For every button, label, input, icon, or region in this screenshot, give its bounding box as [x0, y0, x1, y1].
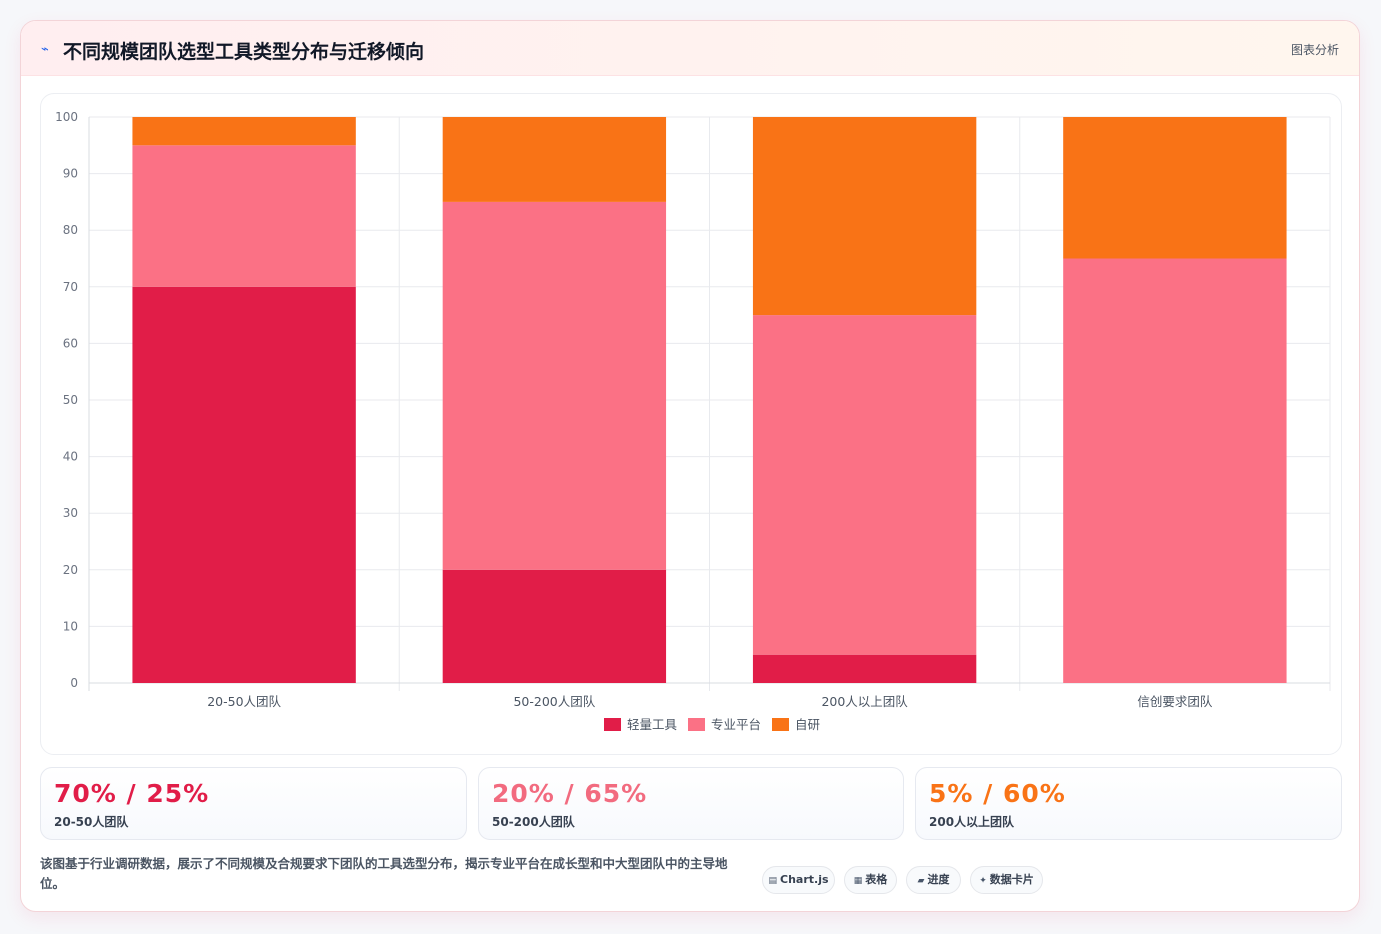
- kpi-card-3: 5% / 60% 200人以上团队: [915, 767, 1342, 840]
- x-tick-label: 信创要求团队: [1137, 694, 1213, 709]
- progress-icon: ▰: [917, 876, 925, 886]
- bar-segment: [1063, 117, 1287, 259]
- bar-segment: [1063, 258, 1287, 683]
- chip-progress[interactable]: ▰ 进度: [906, 866, 961, 894]
- y-tick-label: 20: [63, 563, 78, 577]
- chip-label: 表格: [865, 873, 888, 886]
- y-tick-label: 80: [63, 223, 78, 237]
- chip-table[interactable]: ▦ 表格: [844, 866, 897, 894]
- y-tick-label: 100: [55, 110, 78, 124]
- bar-segment: [442, 117, 667, 202]
- bar-segment: [752, 117, 977, 316]
- y-tick-label: 70: [63, 280, 78, 294]
- bar-segment: [442, 569, 667, 683]
- kpi-card-2: 20% / 65% 50-200人团队: [478, 767, 904, 840]
- legend-swatch: [772, 718, 789, 731]
- chip-label: 数据卡片: [989, 873, 1034, 886]
- chip-data-card[interactable]: ✦ 数据卡片: [970, 866, 1043, 894]
- y-tick-label: 60: [63, 336, 78, 350]
- legend-swatch: [604, 718, 621, 731]
- chip-label: Chart.js: [780, 873, 829, 886]
- kpi-value: 5% / 60%: [929, 779, 1066, 808]
- y-tick-label: 40: [63, 450, 78, 464]
- header-tag: 图表分析: [1290, 43, 1339, 57]
- bar-segment: [442, 201, 667, 570]
- chip-chartjs[interactable]: ▤ Chart.js: [762, 866, 835, 894]
- x-tick-label: 200人以上团队: [821, 694, 908, 709]
- bar-segment: [132, 145, 356, 287]
- page-title: 不同规模团队选型工具类型分布与迁移倾向: [63, 41, 425, 63]
- legend-label: 自研: [795, 717, 820, 732]
- card-header: ⌁ 不同规模团队选型工具类型分布与迁移倾向 图表分析: [21, 21, 1359, 76]
- y-tick-label: 90: [63, 167, 78, 181]
- kpi-card-1: 70% / 25% 20-50人团队: [40, 767, 467, 840]
- x-tick-label: 20-50人团队: [207, 694, 281, 709]
- legend-swatch: [688, 718, 705, 731]
- chip-label: 进度: [927, 873, 950, 886]
- sparkle-icon: ✦: [979, 876, 987, 886]
- bar-segment: [752, 654, 977, 683]
- chart-container: 0 10 20 30 40 50 60 70 80 90 100 20-50人团队 50-200人团队 2…: [40, 93, 1342, 755]
- stacked-bar-chart: 0 10 20 30 40 50 60 70 80 90 100 20-50人团队 50-200人团队 2…: [55, 110, 1331, 732]
- chart-icon: ⌁: [41, 42, 49, 57]
- bar-segment: [132, 286, 356, 683]
- chart-description: 该图基于行业调研数据，展示了不同规模及合规要求下团队的工具选型分布，揭示专业平台…: [40, 856, 728, 891]
- y-tick-label: 30: [63, 506, 78, 520]
- legend-label: 轻量工具: [627, 717, 678, 732]
- chart-card: ⌁ 不同规模团队选型工具类型分布与迁移倾向 图表分析 0 10 20 30 40 50 60…: [20, 20, 1360, 912]
- legend-label: 专业平台: [711, 717, 761, 732]
- chart-chip-icon: ▤: [768, 876, 777, 886]
- bar-segment: [752, 315, 977, 655]
- kpi-value: 20% / 65%: [492, 779, 648, 808]
- kpi-label: 200人以上团队: [929, 815, 1015, 829]
- kpi-label: 20-50人团队: [54, 815, 129, 829]
- x-tick-label: 50-200人团队: [513, 694, 595, 709]
- kpi-value: 70% / 25%: [54, 779, 210, 808]
- y-tick-label: 10: [63, 619, 78, 633]
- bar-segment: [132, 117, 356, 146]
- y-tick-label: 50: [63, 393, 78, 407]
- table-icon: ▦: [853, 876, 863, 886]
- kpi-label: 50-200人团队: [492, 815, 575, 829]
- y-tick-label: 0: [70, 676, 78, 690]
